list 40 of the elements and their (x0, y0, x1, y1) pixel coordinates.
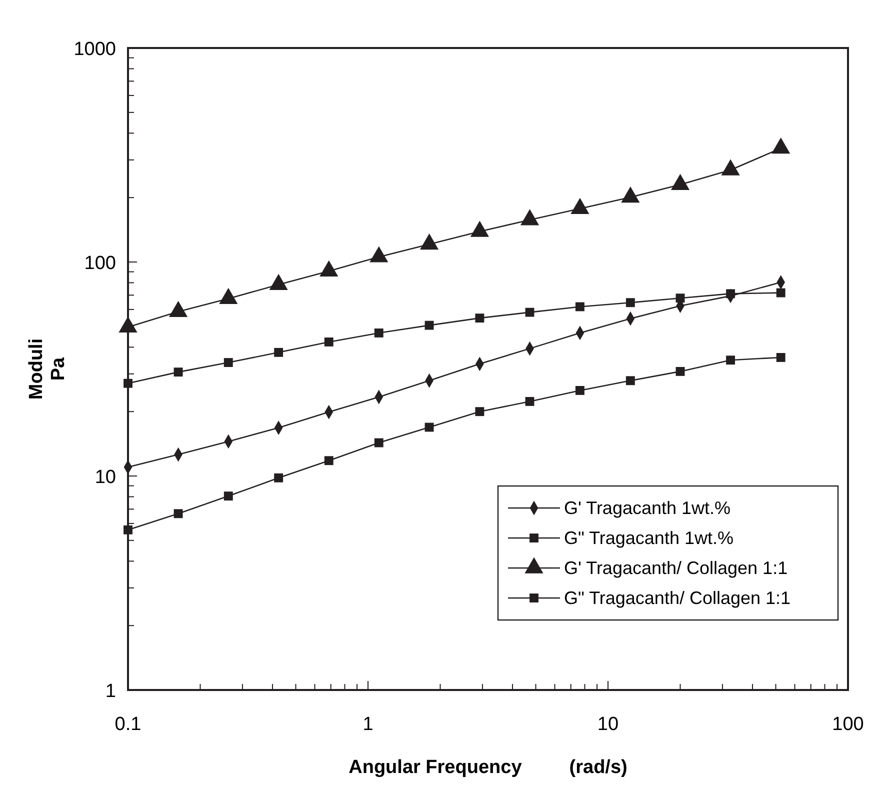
point (374, 328, 384, 338)
point (475, 314, 484, 323)
point (525, 308, 534, 317)
legend-label: G' Tragacanth 1wt.% (564, 498, 731, 518)
point (475, 407, 484, 416)
x-axis-title: Angular Frequency (rad/s) (348, 757, 628, 778)
legend-label: G' Tragacanth/ Collagen 1:1 (564, 558, 788, 578)
y-tick-label: 100 (84, 253, 116, 274)
point (626, 376, 635, 386)
point (424, 422, 434, 432)
legend-label: G" Tragacanth/ Collagen 1:1 (564, 588, 791, 608)
point (626, 298, 635, 308)
point (525, 396, 534, 406)
legend-label: G" Tragacanth 1wt.% (564, 528, 734, 548)
x-tick-label: 10 (597, 714, 619, 735)
point (224, 492, 233, 501)
point (174, 509, 183, 518)
point (676, 366, 685, 376)
point (575, 386, 584, 395)
point (776, 352, 786, 362)
point (374, 438, 384, 448)
y-tick-label: 1 (105, 681, 116, 702)
y-tick-label: 10 (94, 467, 116, 488)
point (324, 337, 334, 346)
x-tick-label: 100 (832, 714, 864, 735)
y-tick-label: 1000 (74, 39, 116, 60)
y-axis-title: Moduli Pa (26, 338, 69, 400)
point (274, 348, 284, 357)
point (575, 302, 584, 312)
point (324, 456, 334, 466)
point (124, 378, 132, 388)
x-tick-label: 1 (362, 714, 374, 735)
point (224, 358, 233, 368)
point (776, 288, 786, 298)
point (424, 320, 434, 330)
point (174, 368, 183, 377)
point (274, 473, 284, 482)
point (726, 356, 736, 365)
x-tick-label: 0.1 (114, 714, 142, 735)
point (124, 525, 132, 534)
